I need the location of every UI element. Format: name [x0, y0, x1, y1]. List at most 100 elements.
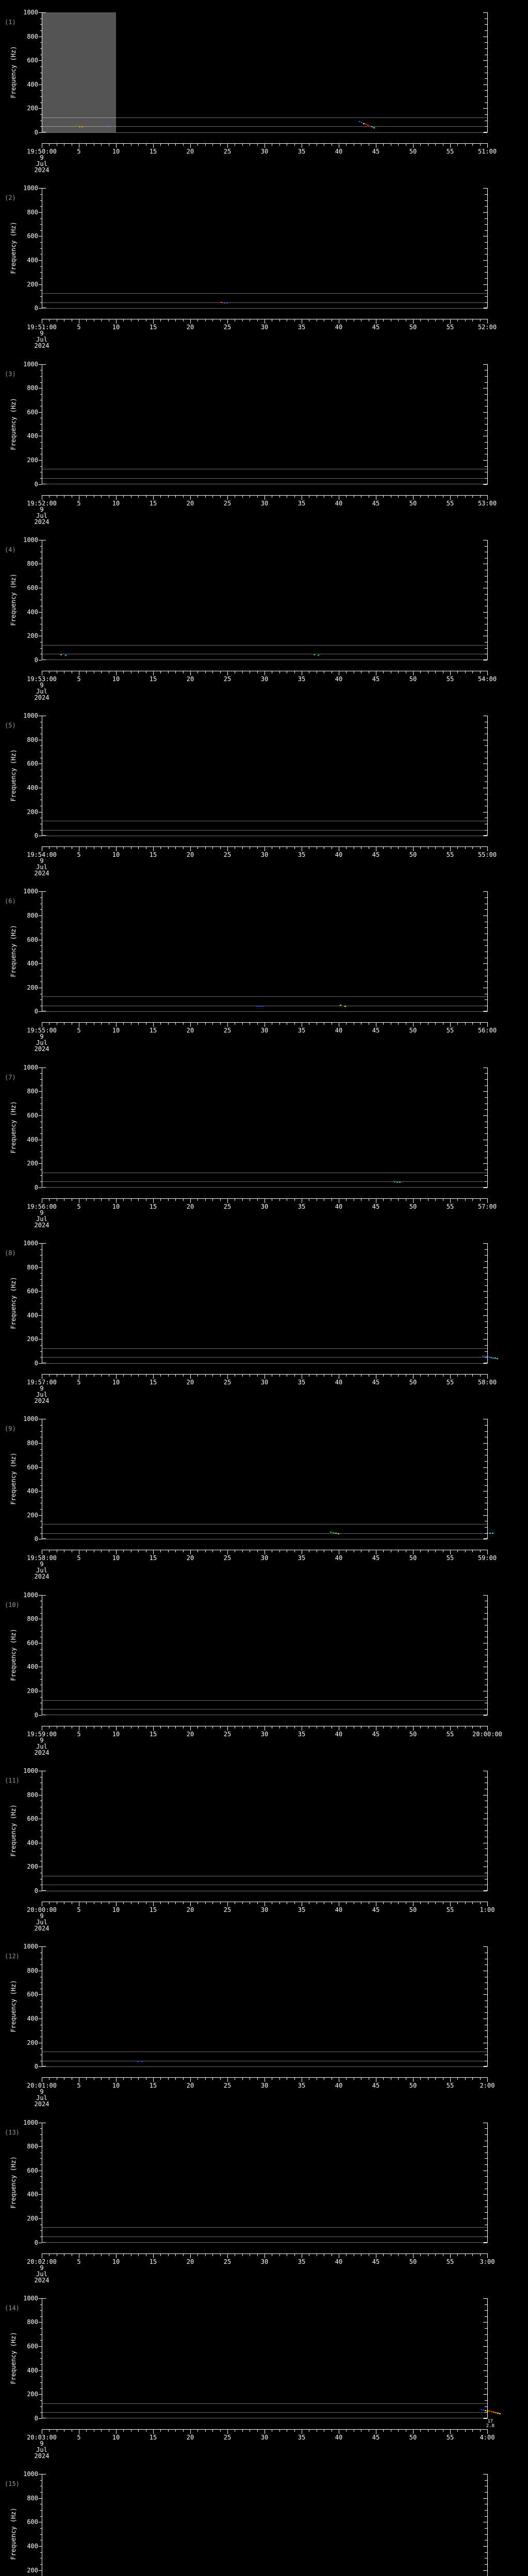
x-tick-label: 35: [298, 1730, 306, 1738]
reference-line: [42, 2242, 487, 2243]
x-tick: [435, 2429, 436, 2432]
x-start-time-label: 19:54:00: [27, 851, 57, 859]
x-tick-label: 10: [112, 1202, 120, 1210]
y-tick: [39, 284, 42, 285]
whistler-trace-dot: [496, 1358, 498, 1360]
y-tick: [39, 60, 42, 61]
x-tick: [398, 1023, 399, 1025]
x-tick-label: 30: [260, 2082, 269, 2090]
y-tick: [40, 90, 42, 91]
x-tick: [227, 1375, 228, 1379]
x-tick: [212, 847, 213, 850]
x-tick: [197, 2078, 199, 2080]
x-tick: [220, 495, 221, 498]
detection-annotation: 17: [487, 2418, 493, 2424]
y-tick: [483, 260, 487, 261]
x-tick-label: 40: [335, 2433, 343, 2441]
axis-cap: [484, 1187, 488, 1188]
y-tick: [39, 212, 42, 213]
y-tick-label: 800: [27, 1791, 38, 1799]
x-tick: [457, 1023, 458, 1025]
x-tick-label: 25: [223, 675, 232, 683]
x-tick: [138, 1902, 139, 1904]
y-tick: [40, 290, 42, 291]
panel-index-label: (9): [5, 1425, 16, 1433]
x-tick-label: 30: [260, 1554, 269, 1562]
y-tick: [485, 1279, 487, 1280]
x-tick: [101, 1198, 102, 1201]
x-tick: [487, 2429, 488, 2434]
y-tick: [40, 2552, 42, 2553]
date-label: 2024: [34, 1924, 50, 1932]
x-tick: [190, 847, 191, 852]
x-tick: [398, 2253, 399, 2256]
x-tick: [294, 847, 295, 850]
reference-line: [42, 2236, 487, 2237]
y-tick-label: 200: [27, 456, 38, 464]
panel-index-label: (12): [5, 1953, 20, 1960]
axis-cap: [42, 364, 46, 365]
y-tick-label: 0: [34, 480, 38, 488]
y-tick-label: 1000: [23, 184, 38, 192]
x-tick: [86, 1902, 87, 1904]
x-tick: [435, 2078, 436, 2080]
x-tick-label: 20: [186, 2258, 194, 2265]
x-tick: [101, 847, 102, 850]
y-tick: [485, 2510, 487, 2511]
x-tick: [168, 1902, 169, 1904]
x-tick: [480, 1375, 481, 1377]
right-spine: [483, 1946, 488, 2067]
x-tick-label: 40: [335, 1202, 343, 1210]
y-tick: [483, 2218, 487, 2219]
right-spine: [483, 1243, 488, 1364]
x-tick: [435, 1902, 436, 1904]
y-axis-title: Frequency (Hz): [10, 2156, 17, 2209]
x-tick: [101, 1023, 102, 1025]
y-tick: [40, 2328, 42, 2329]
spectrogram-panel: (8) Frequency (Hz) 0 200 400 600 800 1000 19:5…: [0, 1231, 528, 1407]
x-tick: [49, 1375, 50, 1377]
y-tick: [39, 308, 42, 309]
x-tick: [168, 2078, 169, 2080]
y-tick: [40, 2376, 42, 2377]
y-tick: [485, 1303, 487, 1304]
y-tick: [485, 630, 487, 631]
x-tick-label: 40: [335, 675, 343, 683]
x-tick: [160, 2078, 161, 2080]
x-tick-label: 20: [186, 324, 194, 331]
x-tick: [212, 2253, 213, 2256]
x-tick: [487, 319, 488, 324]
x-tick: [220, 144, 221, 146]
x-tick-label: 30: [260, 851, 269, 859]
y-tick: [485, 424, 487, 425]
x-tick: [183, 1375, 184, 1377]
y-tick: [39, 484, 42, 485]
x-tick: [86, 1550, 87, 1553]
y-tick: [39, 1339, 42, 1340]
y-tick: [39, 1491, 42, 1492]
y-tick: [485, 2528, 487, 2529]
x-tick-label: 50: [409, 1202, 417, 1210]
x-tick: [101, 671, 102, 673]
x-tick-label: 5: [77, 1027, 81, 1035]
whistler-trace-dot: [332, 1532, 334, 1534]
x-tick: [279, 2429, 280, 2432]
x-tick: [123, 847, 124, 850]
y-tick: [40, 1249, 42, 1250]
y-axis-title: Frequency (Hz): [10, 1804, 17, 1857]
x-tick: [160, 144, 161, 146]
y-tick: [40, 1812, 42, 1814]
y-tick: [40, 218, 42, 219]
x-end-time-label: 20:00:00: [472, 1730, 502, 1738]
axis-cap: [484, 2242, 488, 2243]
x-tick: [153, 847, 154, 852]
x-tick-label: 20: [186, 148, 194, 155]
y-tick: [39, 1994, 42, 1995]
x-tick: [197, 2429, 199, 2432]
y-tick: [485, 1333, 487, 1334]
x-tick: [398, 2429, 399, 2432]
x-tick-label: 40: [335, 1027, 343, 1035]
y-tick: [485, 1255, 487, 1256]
x-tick: [420, 1902, 421, 1904]
y-tick: [40, 546, 42, 547]
